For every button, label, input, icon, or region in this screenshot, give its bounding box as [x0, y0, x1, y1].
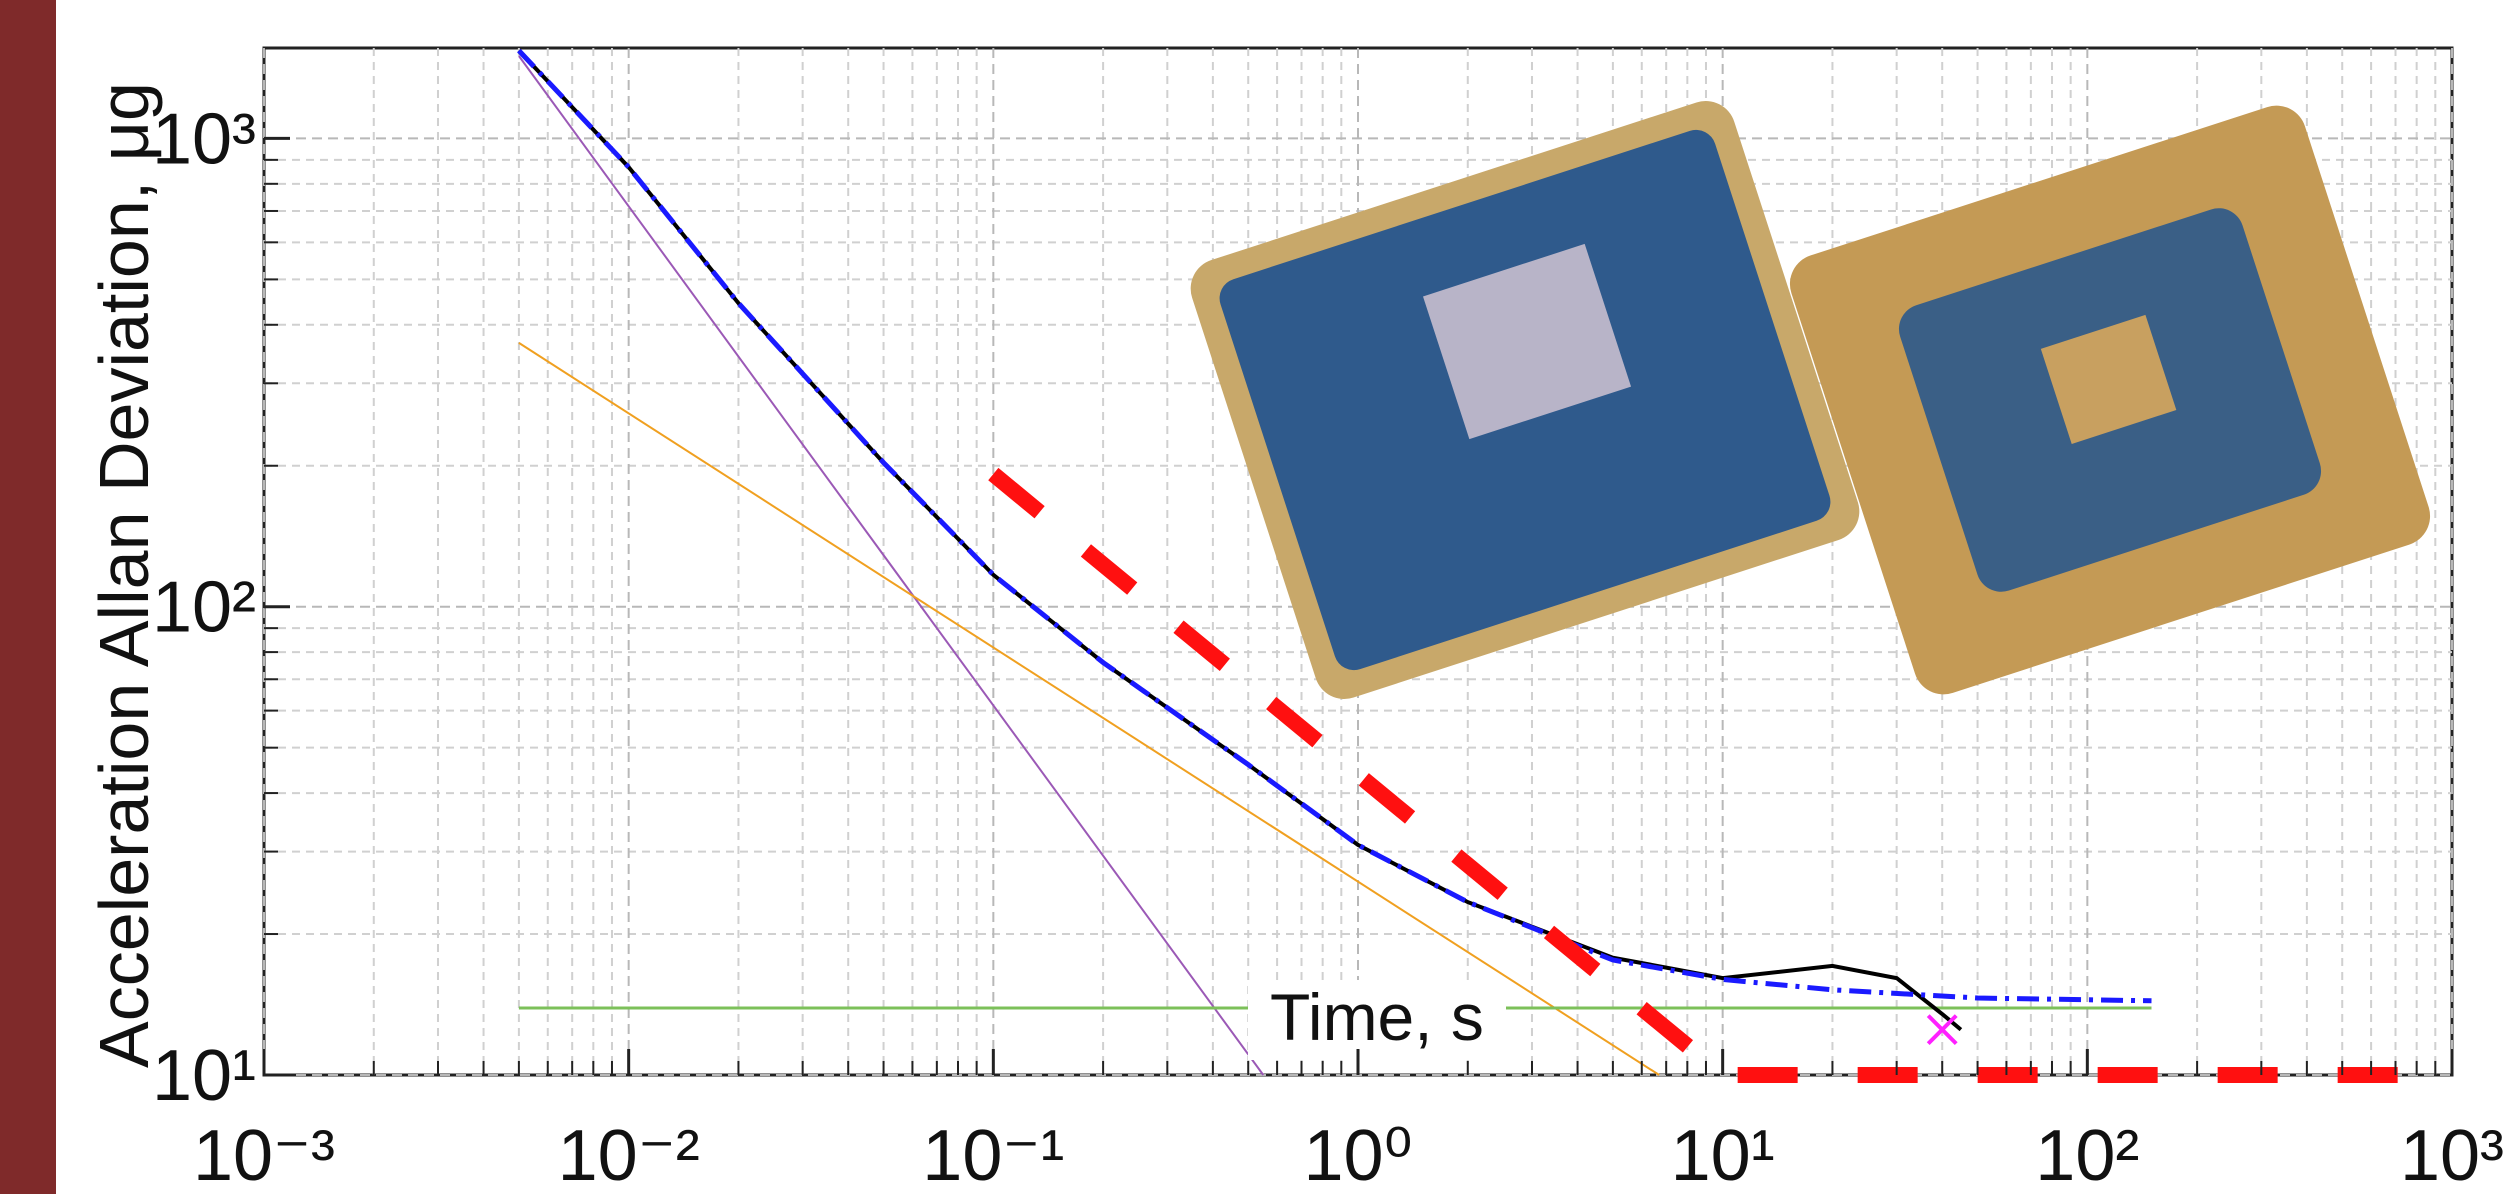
series-line: [518, 342, 1660, 1076]
series-line: [518, 55, 1265, 1076]
series-line: [517, 49, 1963, 1032]
x-tick-label: 10⁰: [1304, 1116, 1413, 1194]
series-line: [517, 48, 2152, 1004]
x-tick-label: 10⁻³: [193, 1116, 335, 1194]
x-tick-label: 10⁻¹: [922, 1116, 1064, 1194]
label-background: [1248, 980, 1506, 1060]
x-tick-label: 10¹: [1671, 1116, 1775, 1194]
tick-layer: 10⁻³ 10⁻² 10⁻¹ 10⁰ 10¹ 10² 10³ 10¹ 10² 10³: [152, 99, 2504, 1194]
marker: [1926, 1014, 1958, 1046]
product-photo: [1789, 105, 2431, 695]
x-tick-label: 10²: [2035, 1116, 2139, 1194]
x-axis-label: Time, s: [1270, 980, 1484, 1054]
marker-layer: [988, 467, 2452, 1083]
y-tick-label: 10³: [152, 99, 256, 179]
side-bar: [0, 0, 56, 1194]
product-photo: [1190, 100, 1860, 700]
x-tick-label: 10³: [2400, 1116, 2504, 1194]
x-tick-label: 10⁻²: [558, 1116, 700, 1194]
y-tick-label: 10¹: [152, 1036, 256, 1116]
y-tick-label: 10²: [152, 568, 256, 648]
y-axis-label: Acceleration Allan Deviation, μg: [85, 82, 163, 1068]
